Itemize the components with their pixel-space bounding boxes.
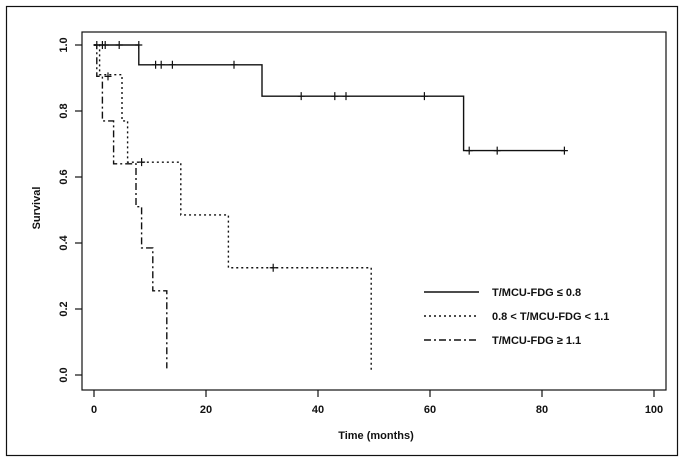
y-tick-label-3: 0.6 [58, 169, 70, 184]
x-tick-label-0: 0 [91, 404, 97, 416]
censor-mark-s1-9 [297, 92, 305, 101]
y-tick-label-2: 0.4 [58, 234, 70, 250]
x-tick-label-20: 20 [200, 404, 212, 416]
censor-mark-s2-1 [98, 41, 106, 49]
censor-mark-s3-1 [104, 72, 112, 81]
x-axis-label: Time (months) [338, 430, 414, 442]
legend-label-3: T/MCU-FDG ≥ 1.1 [492, 335, 581, 347]
censor-mark-s1-10 [331, 92, 339, 101]
figure-frame [5, 5, 679, 457]
censor-mark-s2-2 [138, 158, 146, 167]
x-tick-label-40: 40 [312, 404, 324, 416]
censor-mark-s1-8 [230, 60, 238, 69]
censor-mark-s1-13 [465, 146, 473, 155]
x-tick-label-80: 80 [536, 404, 548, 416]
series-line-2 [94, 44, 372, 372]
y-axis-label: Survival [31, 187, 43, 230]
censor-mark-s1-15 [560, 146, 568, 155]
y-tick-label-1: 0.2 [58, 301, 70, 316]
censor-mark-s1-4 [135, 41, 143, 49]
censor-mark-s1-3 [115, 41, 123, 49]
censor-mark-s1-14 [493, 146, 501, 155]
censor-mark-s1-6 [157, 60, 165, 69]
axis-ticks: 0 20 40 60 80 100 0.0 0.2 0.4 0.6 0.8 1.0 [58, 37, 663, 416]
censor-mark-s1-7 [168, 60, 176, 69]
x-tick-label-100: 100 [645, 404, 663, 416]
series-line-3 [94, 44, 168, 369]
censor-mark-s1-12 [420, 92, 428, 101]
censor-marks [93, 41, 568, 272]
x-tick-label-60: 60 [424, 404, 436, 416]
plot-frame [81, 31, 667, 391]
censor-mark-s2-3 [269, 263, 277, 272]
y-tick-label-4: 0.8 [58, 103, 70, 118]
censor-mark-s1-11 [342, 92, 350, 101]
series-line-1 [94, 44, 565, 152]
y-tick-label-0: 0.0 [58, 367, 70, 382]
y-tick-label-5: 1.0 [58, 37, 70, 52]
legend: T/MCU-FDG ≤ 0.8 0.8 < T/MCU-FDG < 1.1 T/… [424, 287, 609, 347]
legend-label-2: 0.8 < T/MCU-FDG < 1.1 [492, 311, 609, 323]
legend-label-1: T/MCU-FDG ≤ 0.8 [492, 287, 581, 299]
